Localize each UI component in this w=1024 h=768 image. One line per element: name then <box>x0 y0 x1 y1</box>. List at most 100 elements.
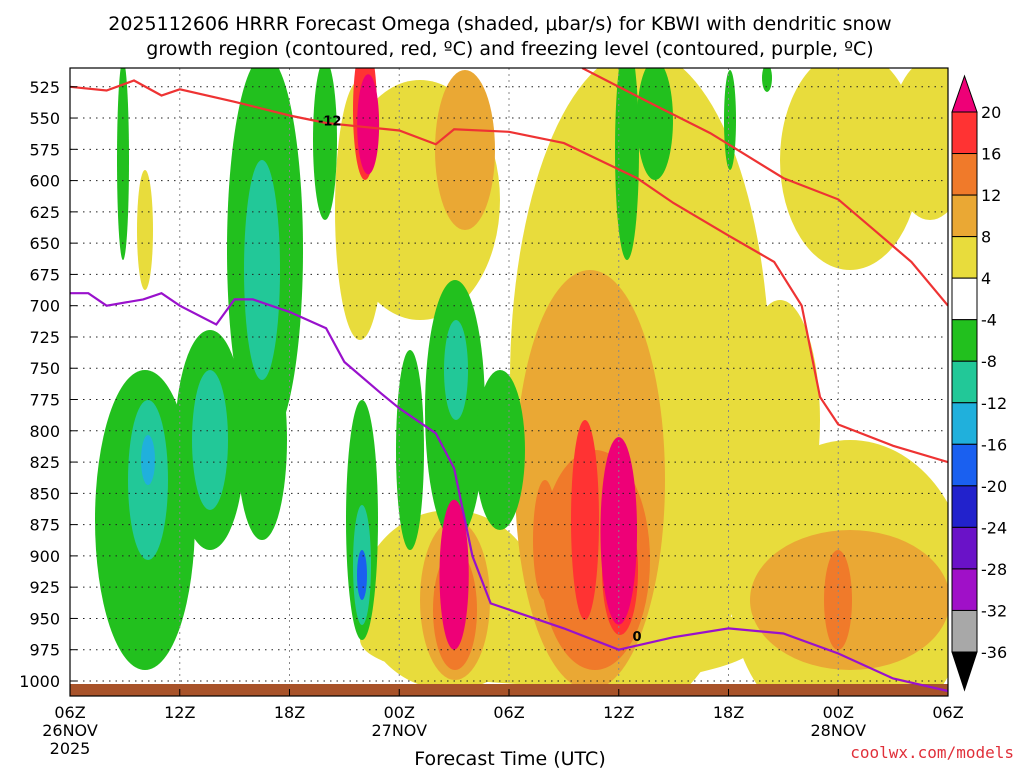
colorbar-swatch <box>951 609 978 653</box>
x-axis-label: Forecast Time (UTC) <box>414 748 605 768</box>
moderate-ascent-area <box>435 70 495 230</box>
colorbar-label: -12 <box>981 394 1007 413</box>
omega-field <box>95 68 948 696</box>
y-tick-label: 675 <box>29 265 60 284</box>
colorbar-swatch <box>951 443 978 487</box>
colorbar-swatch <box>951 526 978 570</box>
colorbar-label: -8 <box>981 352 997 371</box>
colorbar-label: 8 <box>981 228 991 247</box>
x-tick-label: 06Z <box>932 703 963 722</box>
colorbar-swatch <box>951 319 978 362</box>
strong-descent-area <box>141 435 155 485</box>
colorbar-swatch <box>951 402 978 445</box>
grid <box>70 68 948 696</box>
x-date-label: 28NOV <box>810 721 866 740</box>
y-tick-label: 825 <box>29 453 60 472</box>
colorbar-label: -24 <box>981 518 1007 537</box>
descent-area <box>762 68 772 92</box>
colorbar-label: 20 <box>981 103 1001 122</box>
y-tick-label: 875 <box>29 516 60 535</box>
descent-area <box>615 68 639 260</box>
credit-text: coolwx.com/models <box>850 743 1014 762</box>
plot-area: -12 0 <box>70 68 948 696</box>
colorbar-label: -20 <box>981 477 1007 496</box>
dendritic-growth-contour-upper <box>581 68 948 307</box>
chart-title-line1: 2025112606 HRRR Forecast Omega (shaded, … <box>108 13 891 35</box>
y-tick-label: 850 <box>29 484 60 503</box>
y-tick-label: 650 <box>29 234 60 253</box>
y-tick-label: 575 <box>29 140 60 159</box>
weak-ascent-area <box>780 68 920 270</box>
y-tick-label: 1000 <box>19 672 60 691</box>
y-tick-label: 625 <box>29 203 60 222</box>
moderate-descent-area <box>244 160 280 380</box>
descent-area <box>237 340 287 540</box>
y-tick-label: 550 <box>29 109 60 128</box>
x-tick-label: 06Z <box>493 703 524 722</box>
y-axis: 525 550 575 600 625 650 675 700 725 750 775 800 825 8… <box>19 78 77 691</box>
strong-ascent-area <box>571 420 599 620</box>
descent-area <box>117 68 129 260</box>
colorbar-label: 12 <box>981 186 1001 205</box>
moderate-descent-area <box>192 370 228 510</box>
x-tick-label: 18Z <box>274 703 305 722</box>
colorbar-label: -16 <box>981 435 1007 454</box>
descent-area <box>313 68 337 220</box>
colorbar-swatch <box>951 568 978 611</box>
colorbar-label: 16 <box>981 145 1001 164</box>
y-tick-label: 800 <box>29 422 60 441</box>
descent-area <box>637 68 673 180</box>
colorbar-bottom-arrow <box>951 651 978 692</box>
strong-ascent-upper-26nov-23z <box>357 74 380 175</box>
colorbar-label: 4 <box>981 269 991 288</box>
colorbar: 20 16 12 8 4 -4 -8 -12 -16 -20 -24 -28 -32 -36 <box>951 74 1007 692</box>
colorbar-swatch <box>951 485 978 528</box>
x-tick-label: 12Z <box>164 703 195 722</box>
x-tick-label: 12Z <box>603 703 634 722</box>
y-tick-label: 975 <box>29 641 60 660</box>
strong-descent-area <box>357 550 367 600</box>
y-tick-label: 775 <box>29 391 60 410</box>
weak-ascent-area <box>740 300 820 540</box>
freezing-contour-label: 0 <box>633 630 642 645</box>
x-date-label: 27NOV <box>371 721 427 740</box>
colorbar-swatch <box>951 111 978 155</box>
colorbar-top-arrow <box>951 74 978 113</box>
x-tick-label: 18Z <box>713 703 744 722</box>
dgz-contour-label: -12 <box>318 115 342 130</box>
descent-area <box>475 370 525 530</box>
weak-ascent-area <box>137 170 153 290</box>
colorbar-swatch <box>951 153 978 196</box>
x-tick-label: 06Z <box>54 703 85 722</box>
y-tick-label: 950 <box>29 609 60 628</box>
descent-area <box>396 350 424 550</box>
y-tick-label: 925 <box>29 578 60 597</box>
colorbar-swatch <box>951 360 978 404</box>
x-date-label: 26NOV <box>42 721 98 740</box>
colorbar-label: -28 <box>981 560 1007 579</box>
y-tick-label: 750 <box>29 359 60 378</box>
colorbar-label: -36 <box>981 643 1007 662</box>
freezing-level-contour <box>70 291 948 693</box>
x-tick-label: 00Z <box>384 703 415 722</box>
y-tick-label: 900 <box>29 547 60 566</box>
x-tick-label: 00Z <box>823 703 854 722</box>
strong-ascent-area <box>824 550 852 650</box>
colorbar-swatch <box>951 236 978 279</box>
y-tick-label: 700 <box>29 297 60 316</box>
moderate-descent-area <box>444 320 468 420</box>
colorbar-swatch <box>951 194 978 238</box>
dendritic-growth-contour <box>70 79 948 464</box>
colorbar-label: -4 <box>981 311 997 330</box>
descent-area <box>724 70 736 170</box>
y-tick-label: 600 <box>29 172 60 191</box>
chart-title-line2: growth region (contoured, red, ºC) and f… <box>146 38 873 60</box>
y-tick-label: 525 <box>29 78 60 97</box>
colorbar-label: -32 <box>981 601 1007 620</box>
strong-ascent-core-27nov-03z <box>439 499 469 650</box>
x-year-label: 2025 <box>50 739 91 758</box>
y-tick-label: 725 <box>29 328 60 347</box>
strong-ascent-area <box>533 480 557 600</box>
